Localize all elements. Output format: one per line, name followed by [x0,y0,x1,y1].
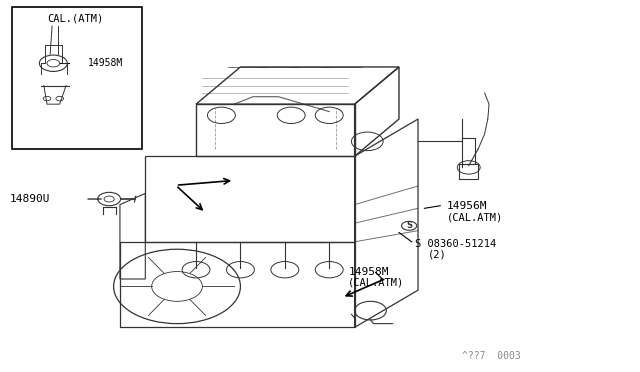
Text: CAL.(ATM): CAL.(ATM) [47,13,104,23]
Text: (2): (2) [428,250,447,260]
Text: 14958M: 14958M [88,58,124,68]
Text: ^??7  0003: ^??7 0003 [463,351,521,361]
Text: (CAL.ATM): (CAL.ATM) [348,278,404,288]
Text: 14890U: 14890U [10,194,50,204]
Text: 14956M: 14956M [447,202,487,211]
Text: S: S [406,221,412,230]
Text: 14958M: 14958M [348,267,388,276]
Text: S 08360-51214: S 08360-51214 [415,239,496,248]
Bar [12,7,142,149]
Text: (CAL.ATM): (CAL.ATM) [447,213,503,222]
